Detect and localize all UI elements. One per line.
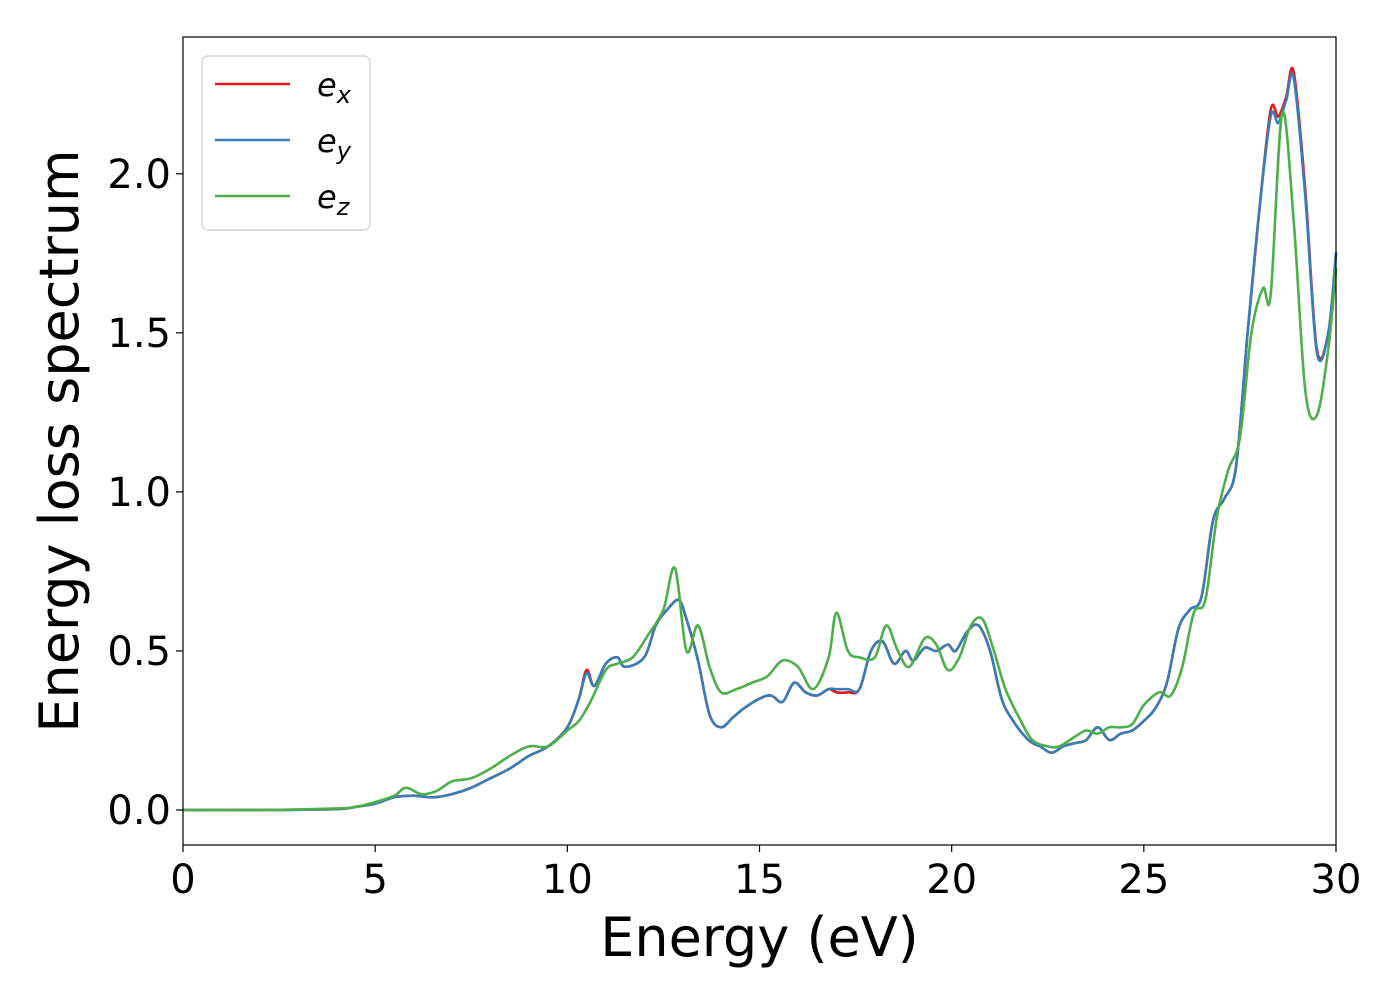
y-tick-label: 1.0 <box>107 470 171 516</box>
x-tick-label: 15 <box>734 857 785 903</box>
legend-label-x: ex <box>317 66 352 109</box>
y-axis-label: Energy loss spectrum <box>28 149 91 732</box>
x-tick-label: 10 <box>542 857 593 903</box>
y-tick-label: 2.0 <box>107 152 171 198</box>
x-tick-label: 25 <box>1118 857 1169 903</box>
x-tick-label: 30 <box>1311 857 1362 903</box>
y-tick-label: 0.5 <box>107 629 171 675</box>
legend-label-base: e <box>317 122 337 160</box>
series-layer <box>181 67 1338 812</box>
plot-area <box>183 37 1336 845</box>
y-tick-label: 0.0 <box>107 788 171 834</box>
legend-label-z: ez <box>317 178 351 221</box>
y-axis: 0.0 0.5 1.0 1.5 2.0 <box>107 152 183 834</box>
x-tick-label: 0 <box>170 857 195 903</box>
legend-label-subscript: x <box>336 81 352 109</box>
legend-label-subscript: z <box>336 193 351 221</box>
x-tick-label: 5 <box>362 857 387 903</box>
series-line-z <box>181 110 1338 812</box>
series-line-y <box>181 72 1338 812</box>
legend-label-base: e <box>317 66 337 104</box>
legend-label-y: ey <box>317 122 352 165</box>
x-axis-label: Energy (eV) <box>600 906 919 969</box>
x-axis: 0 5 10 15 20 25 30 <box>170 845 1361 903</box>
y-tick-label: 1.5 <box>107 311 171 357</box>
legend-label-subscript: y <box>336 137 352 165</box>
x-tick-label: 20 <box>926 857 977 903</box>
legend-label-base: e <box>317 178 337 216</box>
legend-box <box>201 55 371 231</box>
